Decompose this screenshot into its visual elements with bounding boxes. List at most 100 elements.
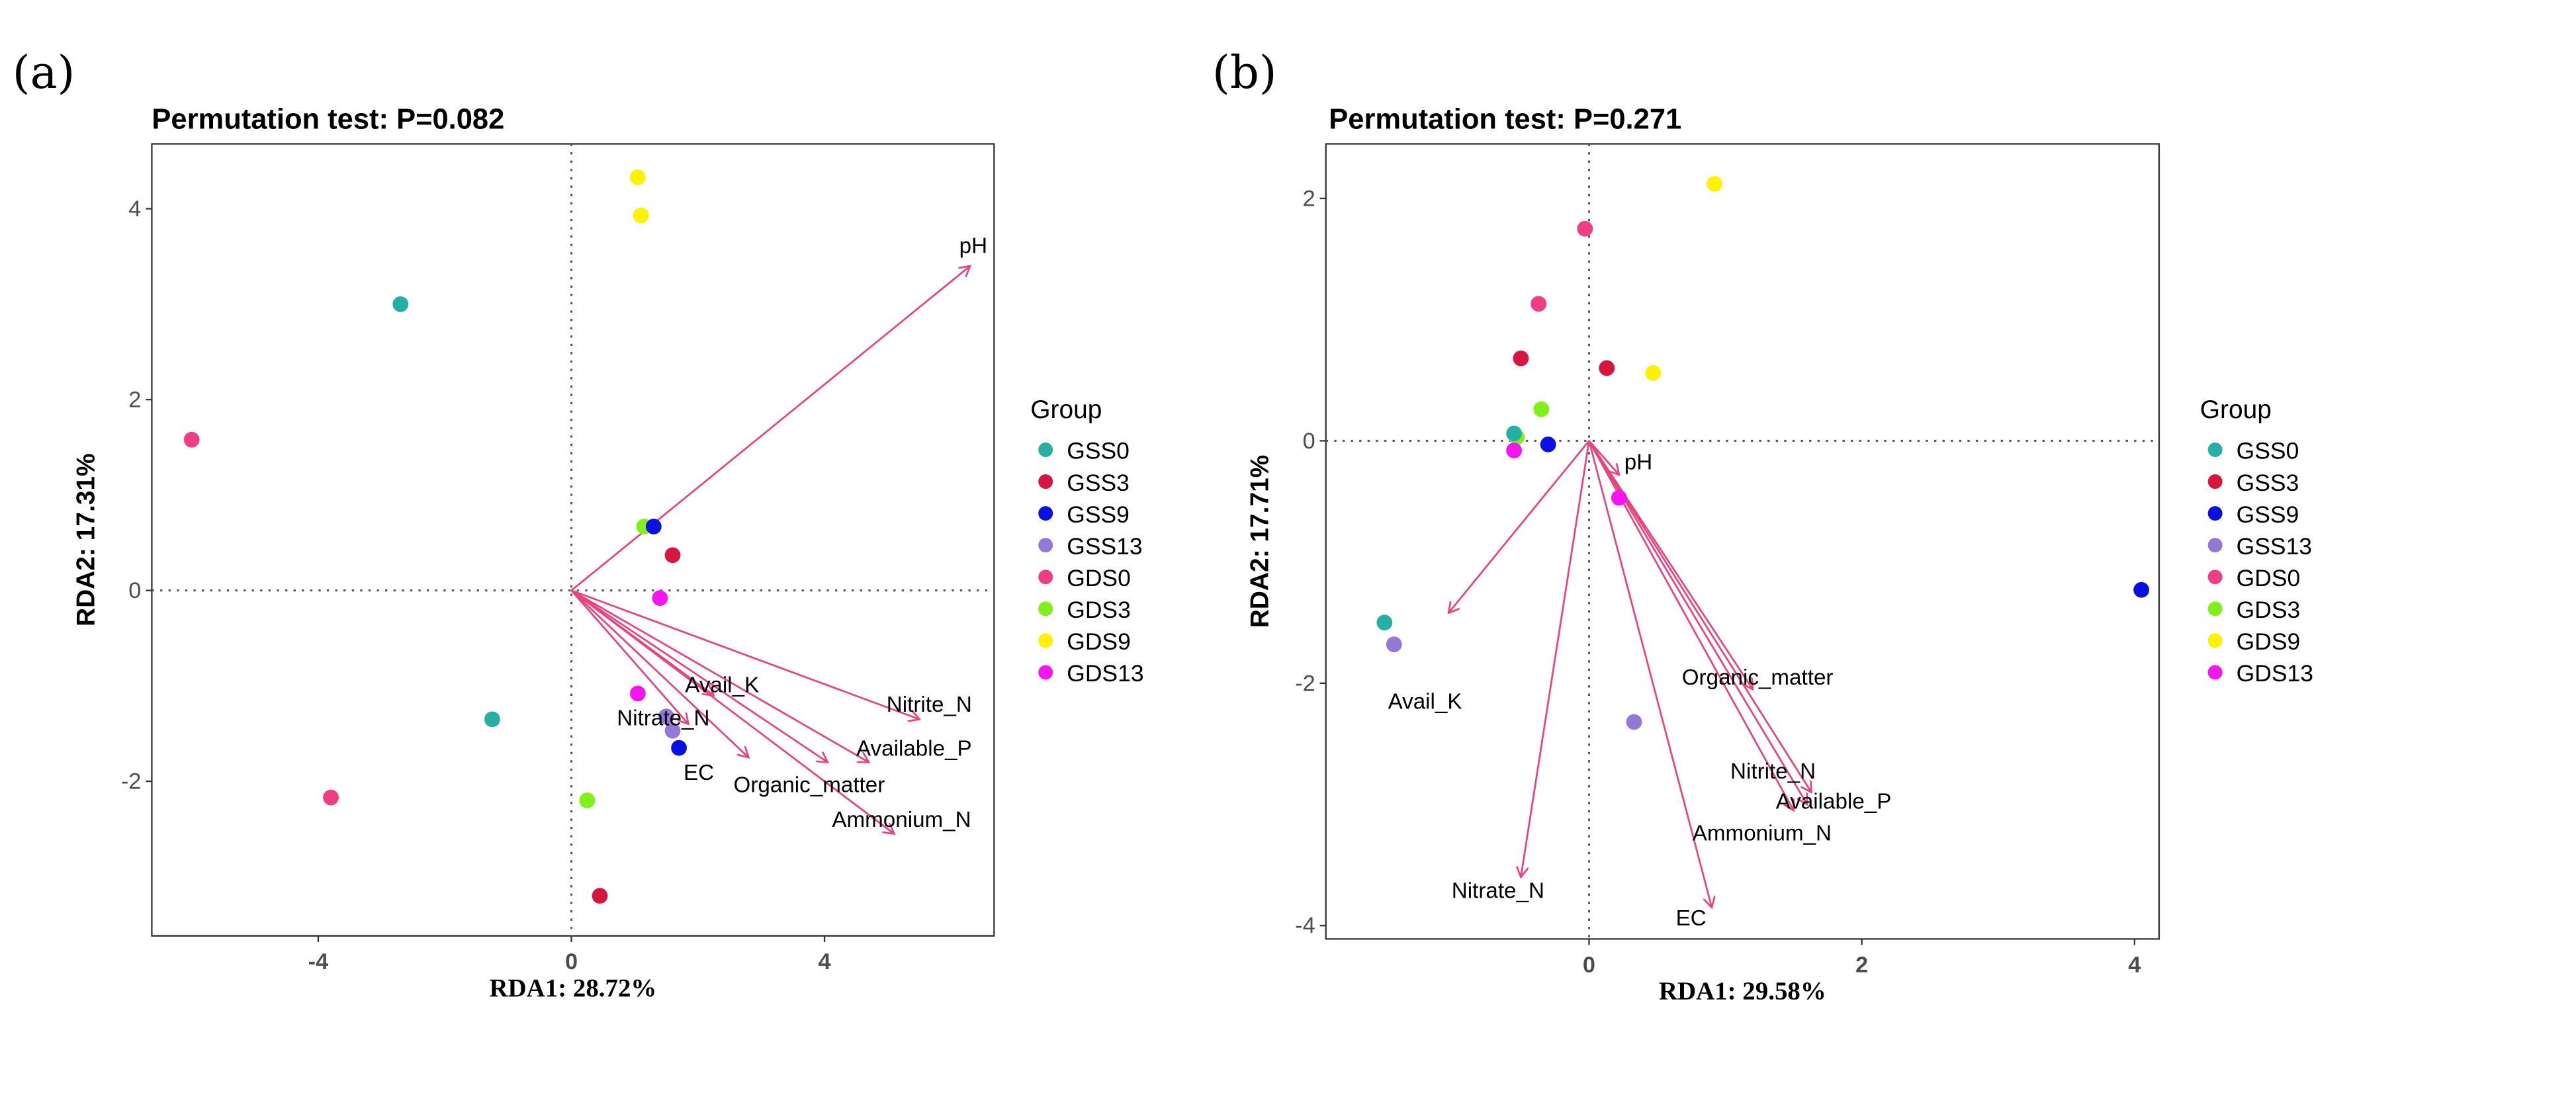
arrow-avail-k (1448, 440, 1590, 613)
arrow-nitrite-n (571, 589, 919, 720)
x-axis-title: RDA1: 29.58% (1659, 977, 1826, 1005)
legend-swatch-gds3 (2207, 601, 2223, 616)
arrow-label-ammonium-n: Ammonium_N (1693, 822, 1832, 846)
point-gss0 (484, 711, 500, 728)
point-gds3 (1533, 401, 1550, 417)
arrow-avail-k (570, 589, 713, 696)
y-tick-label: 0 (128, 578, 141, 603)
legend-label-gds0: GDS0 (2237, 565, 2301, 591)
point-gds13 (1506, 443, 1523, 458)
point-gss13 (1626, 714, 1642, 730)
arrow-label-nitrate-n: Nitrate_N (1452, 879, 1544, 904)
point-gss9 (1540, 436, 1556, 452)
plot-area (1325, 143, 2160, 940)
legend-label-gss3: GSS3 (2237, 470, 2299, 496)
legend-label-gss0: GSS0 (2237, 438, 2299, 464)
legend-label-gds3: GDS3 (2237, 597, 2301, 623)
arrow-label-avail-k: Avail_K (685, 673, 759, 697)
panel-b: (b) Permutation test: P=0.271 0 2 4 -4 -2 0 2 RDA… (1212, 46, 2313, 1005)
legend-swatch-gss9 (1038, 506, 1053, 521)
point-gss13 (658, 708, 674, 724)
legend-swatch-gds9 (2207, 633, 2223, 648)
legend-label-gds9: GDS9 (2237, 628, 2301, 655)
point-gds0 (1577, 220, 1593, 237)
arrow-label-nitrate-n: Nitrate_N (617, 706, 709, 731)
legend-label-gss13: GSS13 (2237, 533, 2312, 560)
arrow-label-ph: pH (959, 234, 987, 258)
legend-label-gds13: GDS13 (1067, 660, 1143, 687)
legend-label-gss9: GSS9 (2237, 501, 2299, 528)
legend-swatch-gss0 (2207, 442, 2223, 457)
point-gds9 (630, 169, 646, 185)
arrow-organic-matter (1588, 440, 1752, 689)
arrow-ec (1588, 441, 1711, 907)
arrow-label-nitrite-n: Nitrite_N (887, 693, 972, 717)
x-tick-label: 0 (1583, 953, 1595, 978)
y-tick-label: 2 (128, 388, 141, 413)
legend-title: Group (1030, 396, 1102, 424)
legend-label-gds3: GDS3 (1067, 597, 1131, 623)
legend-swatch-gss13 (2207, 538, 2223, 553)
y-tick-label: -2 (1295, 671, 1315, 696)
legend-swatch-gds3 (1038, 601, 1053, 616)
point-gds9 (1645, 364, 1662, 381)
arrow-nitrate-n (570, 589, 688, 724)
point-gss9 (2133, 581, 2150, 598)
panel-label: (a) (13, 46, 75, 99)
arrow-label-available-p: Available_P (1776, 790, 1892, 814)
point-gss13 (1386, 636, 1402, 653)
x-tick-label: -4 (308, 949, 329, 974)
arrow-ph (570, 266, 970, 591)
legend-swatch-gss3 (2207, 474, 2223, 489)
x-tick-label: 0 (565, 949, 578, 974)
legend-swatch-gss3 (1038, 474, 1053, 489)
point-gss3 (664, 547, 681, 564)
y-tick-label: -2 (121, 769, 142, 794)
point-gss0 (392, 296, 409, 312)
point-gds0 (323, 789, 339, 806)
legend-label-gds0: GDS0 (1067, 565, 1131, 591)
point-gds3 (579, 792, 596, 808)
y-tick-label: 2 (1303, 186, 1315, 211)
legend-label-gss3: GSS3 (1067, 470, 1130, 496)
point-gds13 (1611, 489, 1627, 506)
legend-label-gss13: GSS13 (1067, 533, 1142, 560)
arrow-label-organic-matter: Organic_matter (1682, 665, 1834, 690)
legend-swatch-gds9 (1038, 633, 1053, 648)
point-gss9 (671, 740, 687, 756)
point-gds9 (1707, 176, 1722, 192)
point-gss3 (1513, 350, 1529, 366)
point-gss9 (645, 519, 662, 534)
point-gss13 (664, 722, 681, 739)
arrow-label-ammonium-n: Ammonium_N (832, 808, 971, 832)
point-gds13 (630, 685, 646, 702)
point-gss3 (1599, 360, 1615, 376)
arrow-ec (570, 589, 748, 757)
point-gss0 (1376, 615, 1393, 631)
point-gds0 (1531, 296, 1547, 312)
arrow-organic-matter (570, 589, 827, 763)
chart-title: Permutation test: P=0.082 (152, 104, 504, 136)
legend-label-gss9: GSS9 (1067, 501, 1130, 528)
arrow-ph (1588, 440, 1619, 474)
arrow-label-nitrite-n: Nitrite_N (1730, 759, 1816, 784)
legend-swatch-gss0 (1038, 442, 1053, 457)
legend-label-gds9: GDS9 (1067, 628, 1131, 655)
legend-swatch-gss13 (1038, 538, 1053, 553)
point-gds9 (633, 207, 649, 224)
legend: Group GSS0 GSS3 GSS9 GSS13 GDS0 GDS3 GDS9 GDS13 (2200, 396, 2313, 687)
legend-title: Group (2200, 396, 2272, 424)
y-tick-label: 0 (1303, 429, 1315, 454)
arrow-label-ph: pH (1624, 450, 1652, 475)
arrow-nitrate-n (1521, 441, 1590, 877)
legend-swatch-gss9 (2207, 506, 2223, 521)
y-tick-label: -4 (1295, 913, 1315, 939)
arrow-available-p (570, 589, 868, 763)
x-tick-label: 4 (2128, 953, 2141, 978)
x-axis-title: RDA1: 28.72% (489, 974, 656, 1002)
legend-swatch-gds0 (1038, 570, 1053, 585)
arrow-label-available-p: Available_P (856, 736, 972, 761)
y-axis-title: RDA2: 17.31% (71, 453, 100, 626)
legend: Group GSS0 GSS3 GSS9 GSS13 GDS0 GDS3 GDS9 GDS13 (1030, 396, 1143, 687)
